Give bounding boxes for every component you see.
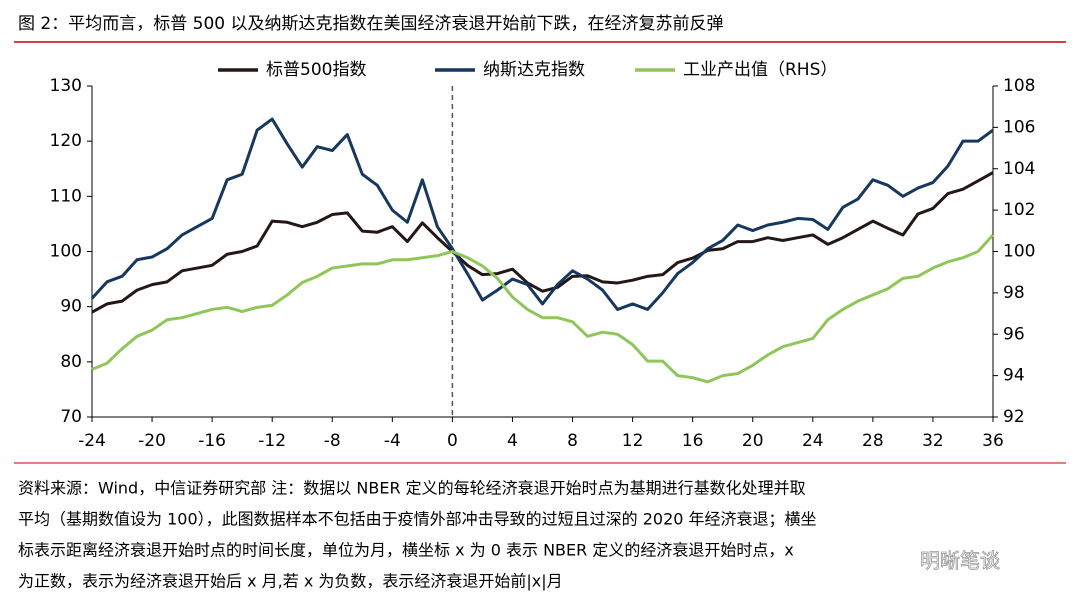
legend-label: 纳斯达克指数 [483,60,585,80]
source-note: 为正数，表示为经济衰退开始后 x 月,若 x 为负数，表示经济衰退开始前|x|月 [18,572,563,591]
x-tick-label: 4 [507,431,518,451]
series-line [90,117,994,311]
watermark: 明晰笔谈 [920,549,1000,573]
x-tick-label: -20 [138,431,166,451]
x-tick-label: 16 [682,431,704,451]
x-tick-label: 12 [622,431,644,451]
legend-label: 工业产出值（RHS） [683,60,837,80]
x-tick-label: -12 [258,431,286,451]
x-tick-label: 20 [742,431,764,451]
y-tick-label: 80 [60,352,82,372]
series-line [91,171,994,314]
y2-tick-label: 98 [1003,283,1025,303]
x-tick-label: -8 [324,431,341,451]
y-tick-label: 110 [50,186,82,206]
y2-tick-label: 108 [1003,76,1035,96]
y2-tick-label: 104 [1003,159,1035,179]
source-note: 资料来源：Wind，中信证券研究部 注：数据以 NBER 定义的每轮经济衰退开始… [18,479,806,498]
y-tick-label: 120 [50,131,82,151]
y2-tick-label: 92 [1003,407,1025,427]
y-tick-label: 90 [60,297,82,317]
y2-tick-label: 94 [1003,366,1025,386]
y-tick-label: 100 [50,242,82,262]
y-tick-label: 130 [50,76,82,96]
x-tick-label: 8 [567,431,578,451]
x-tick-label: 24 [802,431,824,451]
chart-title: 图 2：平均而言，标普 500 以及纳斯达克指数在美国经济衰退开始前下跌，在经济… [18,14,723,34]
x-tick-label: -16 [198,431,226,451]
y2-tick-label: 96 [1003,324,1025,344]
legend-label: 标普500指数 [266,60,366,80]
source-note: 标表示距离经济衰退开始时点的时间长度，单位为月，横坐标 x 为 0 表示 NBE… [18,541,794,560]
y-tick-label: 70 [60,407,82,427]
y2-tick-label: 106 [1003,117,1035,137]
x-tick-label: -24 [78,431,106,451]
x-tick-label: 36 [982,431,1004,451]
source-note: 平均（基期数值设为 100），此图数据样本不包括由于疫情外部冲击导致的过短且过深… [18,510,817,529]
x-tick-label: 28 [862,431,884,451]
x-tick-label: -4 [384,431,401,451]
x-tick-label: 0 [447,431,458,451]
series-line [91,233,995,384]
x-tick-label: 32 [922,431,944,451]
y2-tick-label: 100 [1003,242,1035,262]
y2-tick-label: 102 [1003,200,1035,220]
